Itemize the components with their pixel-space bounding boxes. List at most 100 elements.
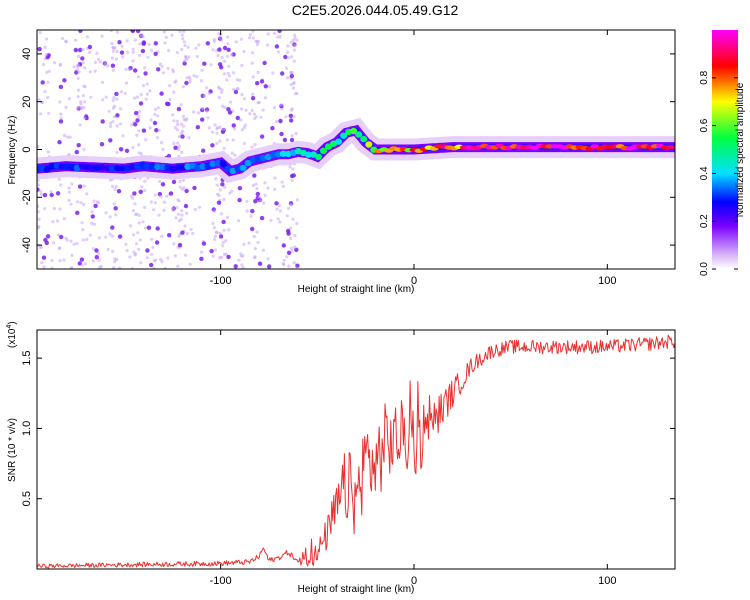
spectrogram-noise-dot bbox=[82, 202, 86, 207]
spectrogram-ridge-cell bbox=[249, 156, 257, 163]
spectrogram-noise-dot bbox=[225, 138, 229, 142]
spectrogram-noise-dot bbox=[175, 122, 180, 127]
spectrogram-noise-dot bbox=[207, 91, 211, 95]
spectrogram-noise-dot bbox=[85, 237, 89, 242]
spectrogram-noise-dot bbox=[174, 216, 178, 220]
spectrogram-noise-dot bbox=[216, 200, 222, 205]
spectrogram-xtick-label: 100 bbox=[598, 275, 616, 287]
spectrogram-noise-dot bbox=[158, 62, 162, 66]
spectrogram-noise-dot bbox=[217, 62, 223, 67]
spectrogram-noise-dot bbox=[135, 133, 139, 137]
spectrogram-noise-dot bbox=[112, 115, 116, 119]
spectrogram-noise-dot bbox=[113, 260, 117, 264]
spectrogram-noise-dot bbox=[77, 54, 81, 59]
spectrogram-noise-dot bbox=[145, 248, 150, 253]
spectrogram-noise-dot bbox=[156, 67, 161, 72]
spectrogram-noise-dot bbox=[167, 233, 172, 238]
spectrogram-noise-dot bbox=[280, 71, 285, 76]
spectrogram-noise-dot bbox=[281, 243, 286, 248]
snr-xlabel: Height of straight line (km) bbox=[298, 584, 415, 595]
spectrogram-noise-dot bbox=[109, 124, 113, 128]
spectrogram-ridge-cell bbox=[239, 164, 247, 171]
spectrogram-noise-dot bbox=[168, 84, 172, 88]
spectrogram-noise-dot bbox=[90, 221, 94, 225]
spectrogram-noise-dot bbox=[85, 192, 89, 196]
spectrogram-noise-dot bbox=[222, 228, 226, 232]
spectrogram-noise-dot bbox=[81, 228, 85, 232]
spectrogram-noise-dot bbox=[284, 115, 288, 119]
spectrogram-noise-dot bbox=[266, 186, 270, 190]
spectrogram-noise-dot bbox=[130, 196, 134, 200]
spectrogram-noise-dot bbox=[100, 34, 104, 38]
spectrogram-noise-dot bbox=[293, 43, 297, 48]
spectrogram-noise-dot bbox=[158, 179, 162, 184]
spectrogram-noise-dot bbox=[187, 75, 191, 79]
spectrogram-noise-dot bbox=[67, 198, 71, 203]
spectrogram-noise-dot bbox=[137, 115, 141, 119]
spectrogram-noise-dot bbox=[130, 194, 134, 198]
spectrogram-noise-dot bbox=[199, 256, 204, 261]
spectrogram-noise-dot bbox=[99, 142, 105, 147]
spectrogram-noise-dot bbox=[58, 119, 64, 124]
spectrogram-noise-dot bbox=[170, 33, 174, 37]
spectrogram-noise-dot bbox=[289, 236, 293, 241]
spectrogram-noise-dot bbox=[118, 266, 122, 269]
spectrogram-noise-dot bbox=[178, 179, 182, 184]
spectrogram-ridge-cell bbox=[93, 164, 101, 171]
spectrogram-noise-dot bbox=[242, 126, 246, 130]
spectrogram-noise-dot bbox=[114, 91, 119, 97]
spectrogram-noise-dot bbox=[81, 61, 85, 65]
colorbar-tick-label: 0.0 bbox=[699, 262, 710, 276]
spectrogram-noise-dot bbox=[259, 134, 265, 139]
spectrogram-ridge-cell bbox=[43, 166, 51, 173]
spectrogram-ridge-cell bbox=[174, 164, 182, 171]
spectrogram-ridge-cell bbox=[350, 127, 358, 135]
spectrogram-ridge-cell bbox=[214, 160, 222, 167]
snr-series-line bbox=[37, 334, 675, 569]
spectrogram-noise-dot bbox=[261, 108, 265, 112]
spectrogram-noise-dot bbox=[289, 173, 295, 179]
spectrogram-noise-dot bbox=[57, 140, 62, 145]
spectrogram-noise-dot bbox=[185, 76, 189, 80]
spectrogram-noise-dot bbox=[294, 132, 298, 136]
spectrogram-noise-dot bbox=[126, 50, 130, 54]
spectrogram-noise-dot bbox=[59, 112, 63, 116]
spectrogram-noise-dot bbox=[250, 61, 254, 65]
colorbar-tick-label: 0.6 bbox=[699, 118, 710, 132]
spectrogram-noise-dot bbox=[83, 116, 87, 120]
spectrogram-noise-dot bbox=[149, 118, 153, 122]
spectrogram-noise-dot bbox=[148, 126, 152, 130]
spectrogram-noise-dot bbox=[293, 36, 297, 40]
spectrogram-noise-dot bbox=[156, 136, 160, 140]
spectrogram-noise-dot bbox=[177, 135, 181, 139]
spectrogram-noise-dot bbox=[237, 197, 242, 203]
spectrogram-noise-dot bbox=[42, 265, 46, 269]
spectrogram-noise-dot bbox=[226, 107, 231, 112]
spectrogram-noise-dot bbox=[74, 70, 79, 75]
spectrogram-noise-dot bbox=[182, 30, 186, 33]
spectrogram-noise-dot bbox=[160, 260, 164, 264]
spectrogram-noise-dot bbox=[146, 55, 150, 59]
spectrogram-noise-dot bbox=[131, 47, 135, 51]
spectrogram-noise-dot bbox=[193, 207, 197, 212]
spectrogram-noise-dot bbox=[76, 76, 80, 80]
spectrogram-noise-dot bbox=[209, 63, 213, 67]
spectrogram-noise-dot bbox=[67, 186, 71, 190]
spectrogram-noise-dot bbox=[195, 125, 200, 130]
spectrogram-noise-dot bbox=[251, 75, 255, 79]
spectrogram-noise-dot bbox=[215, 127, 219, 131]
spectrogram-noise-dot bbox=[289, 246, 293, 251]
spectrogram-noise-dot bbox=[40, 80, 45, 85]
spectrogram-noise-dot bbox=[37, 46, 42, 52]
spectrogram-noise-dot bbox=[139, 33, 144, 38]
spectrogram-noise-dot bbox=[53, 61, 57, 65]
spectrogram-noise-dot bbox=[113, 187, 117, 192]
spectrogram-noise-dot bbox=[240, 263, 244, 267]
spectrogram-noise-dot bbox=[120, 44, 124, 48]
spectrogram-noise-dot bbox=[182, 178, 186, 182]
spectrogram-noise-dot bbox=[275, 236, 279, 240]
spectrogram-noise-dot bbox=[201, 148, 206, 153]
spectrogram-noise-dot bbox=[227, 74, 232, 78]
spectrogram-noise-dot bbox=[291, 38, 295, 43]
spectrogram-noise-dot bbox=[134, 110, 139, 116]
